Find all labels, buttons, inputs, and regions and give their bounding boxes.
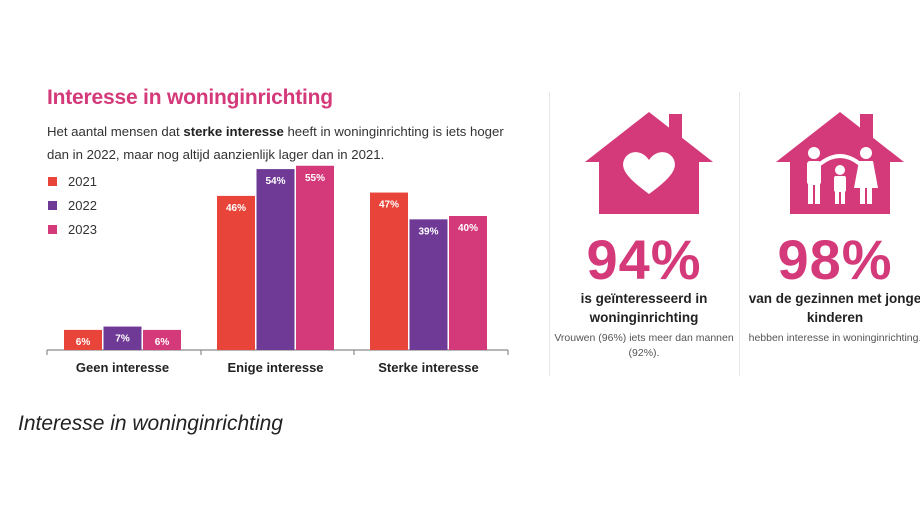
house-family-icon	[776, 112, 904, 214]
legend-label-2022: 2022	[68, 197, 97, 213]
stat-sub-text-2: hebben interesse in woninginrichting.	[748, 332, 920, 344]
bar-2022-1	[256, 169, 295, 350]
bar-2023-0	[143, 329, 181, 350]
heart-shape	[623, 152, 675, 194]
roof-shape	[776, 112, 904, 214]
legend-label-2023: 2023	[68, 221, 97, 237]
category-label: Geen interesse	[76, 360, 169, 375]
bar-value-label: 55%	[305, 173, 325, 184]
legend-swatch-2022	[48, 200, 57, 210]
legend-item-2023: 2023	[48, 217, 97, 241]
legend-swatch-2023	[48, 224, 57, 234]
stat-value-families: 98%	[777, 228, 893, 291]
category-label: Enige interesse	[227, 360, 323, 375]
bar-value-label: 7%	[115, 334, 130, 345]
chart-legend: 2021 2022 2023	[48, 169, 97, 241]
bar-2021-2	[370, 192, 408, 350]
bar-value-label: 46%	[226, 203, 246, 214]
subtitle-emphasis: sterke interesse	[183, 124, 284, 139]
stat-main-text-2: van de gezinnen met jonge kinderen	[748, 291, 920, 325]
bar-chart: 6% 7% 6% Geen interesse 46% 54% 55% Enige inter…	[46, 165, 509, 375]
bar-2022-0	[103, 326, 142, 350]
bar-2023-2	[449, 216, 487, 350]
bar-value-label: 47%	[379, 200, 399, 211]
chart-subtitle: Het aantal mensen dat sterke interesse h…	[47, 120, 517, 166]
stat-sub-text-1: Vrouwen (96%) iets meer dan mannen (92%)…	[554, 332, 734, 359]
bar-value-label: 39%	[418, 226, 438, 237]
figure-caption: Interesse in woninginrichting	[18, 412, 283, 435]
bar-2022-2	[409, 219, 448, 350]
legend-swatch-2021	[48, 176, 57, 186]
chart-title: Interesse in woninginrichting	[47, 86, 333, 109]
divider-left	[549, 92, 550, 376]
family-figures	[807, 147, 878, 204]
bar-value-label: 6%	[76, 337, 91, 348]
bar-value-label: 6%	[155, 337, 170, 348]
divider-right	[739, 92, 740, 376]
bar-value-label: 54%	[265, 176, 285, 187]
bar-value-label: 40%	[458, 223, 478, 234]
legend-item-2021: 2021	[48, 169, 97, 193]
house-heart-icon	[585, 112, 713, 214]
bar-2023-1	[296, 165, 334, 350]
category-label: Sterke interesse	[378, 360, 478, 375]
bar-2021-1	[217, 195, 255, 350]
subtitle-text-start: Het aantal mensen dat	[47, 124, 184, 139]
stat-main-text-1: is geïnteresseerd in woninginrichting	[580, 291, 708, 325]
subtitle-text-end: heeft in woninginrichting is iets hoger …	[47, 124, 504, 162]
legend-label-2021: 2021	[68, 173, 97, 189]
legend-item-2022: 2022	[48, 193, 97, 217]
stat-value-women: 94%	[586, 228, 702, 291]
bar-2021-0	[64, 329, 102, 350]
